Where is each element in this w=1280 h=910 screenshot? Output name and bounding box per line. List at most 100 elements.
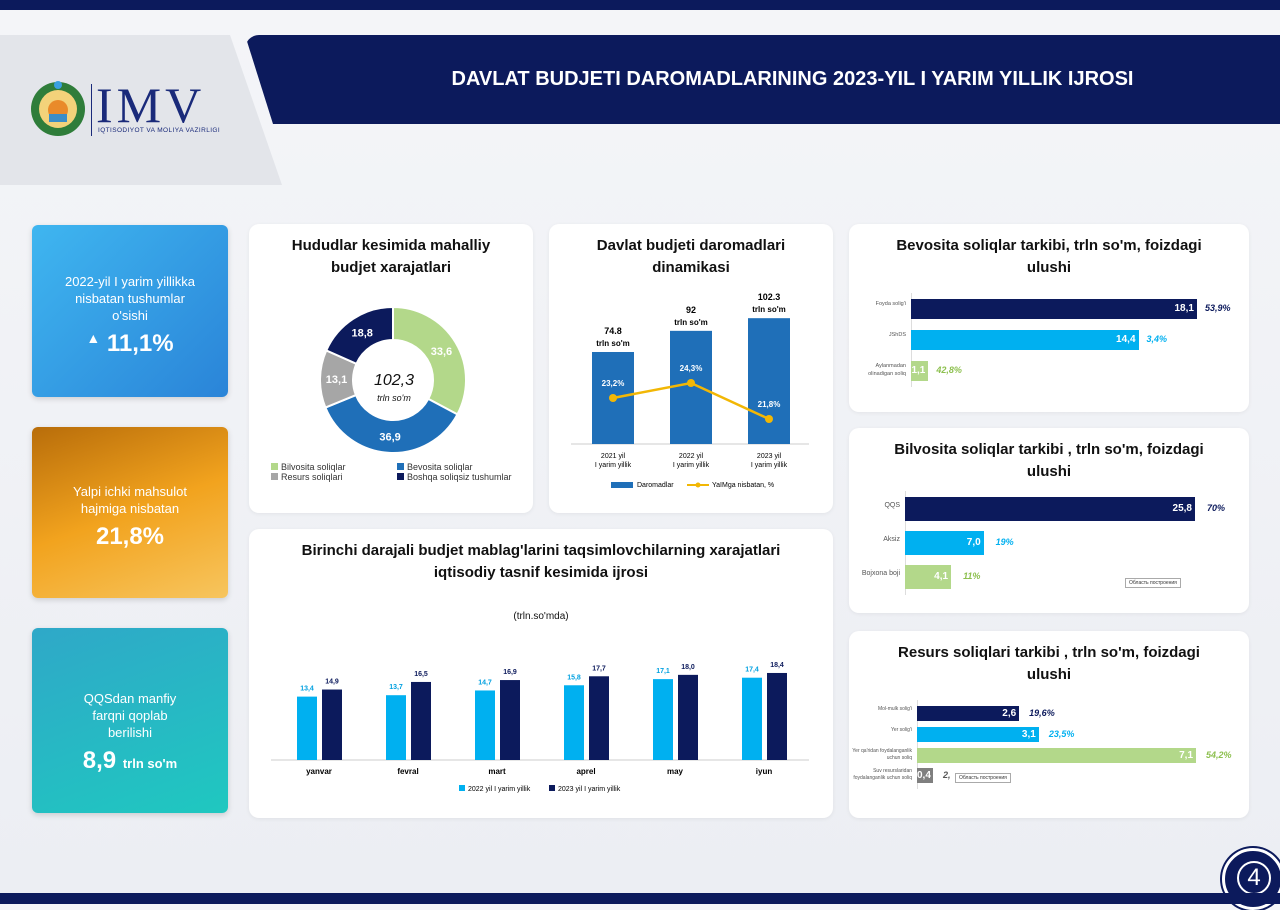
kpi-label: Yalpi ichki mahsulot hajmiga nisbatan [73, 484, 187, 516]
bar: 18,1 [911, 299, 1197, 319]
row-label: Foyda solig'i [875, 301, 906, 307]
percent-label: 2, [943, 769, 951, 780]
chart-title: Birinchi darajali budjet mablag'larini t… [301, 542, 781, 581]
ratio-point [687, 379, 695, 387]
legend-swatch [549, 785, 555, 791]
chart-title: Davlat budjeti daromadlari dinamikasi [596, 237, 786, 276]
x-tick-label: aprel [576, 767, 595, 776]
kpi-label: QQSdan manfiy farqni qoplab berilishi [83, 691, 177, 740]
monthly-chart: 13,4 14,9 yanvar 13,7 16,5 fevral 14,7 16,9 mart… [271, 662, 809, 793]
resource-tax-card: Resurs soliqlari tarkibi , trln so'm, fo… [849, 631, 1249, 818]
legend-swatch [459, 785, 465, 791]
bar-value-label: 17,1 [656, 668, 670, 675]
x-tick-label: fevral [397, 767, 418, 776]
percent-label: 53,9% [1204, 303, 1231, 313]
legend-item: Resurs soliqlari [271, 472, 343, 482]
kpi-card-gdp: Yalpi ichki mahsulot hajmiga nisbatan 21… [32, 427, 228, 598]
row-label: Aksiz [883, 536, 900, 543]
donut-slice [324, 393, 459, 454]
legend-swatch [271, 463, 278, 470]
bar: 14,4 [911, 330, 1139, 350]
row-label: Yer solig'i [890, 726, 912, 733]
bar-value-label: 16,5 [414, 671, 428, 678]
legend-item: Bilvosita soliqlar [271, 462, 346, 472]
x-tick-label: iyun [756, 767, 773, 776]
bar: 4,1 [905, 565, 952, 589]
donut-center-unit: trln so'm [377, 393, 411, 403]
month-bar [500, 680, 520, 760]
donut-chart: 33,6 36,9 13,1 18,8 [319, 305, 467, 454]
bar-value-label: 16,9 [503, 669, 517, 676]
legend-swatch [611, 482, 633, 488]
legend-label: Resurs soliqlari [281, 472, 343, 482]
row-label: Suv resurslaridan foydalanganlik uchun s… [853, 767, 912, 781]
legend-swatch [397, 463, 404, 470]
month-bar [411, 681, 431, 760]
bar: 3,1 [917, 727, 1039, 742]
percent-label: 3,4% [1146, 334, 1168, 344]
row-label: Mol-mulk solig'i [877, 705, 912, 712]
slice-label: 33,6 [431, 346, 452, 358]
logo-text: IMV [96, 77, 206, 133]
bar-value-label: 15,8 [567, 674, 581, 681]
donut-slice [392, 305, 467, 416]
legend-item: Boshqa soliqsiz tushumlar [397, 472, 512, 482]
revenue-bar [748, 318, 790, 444]
chart-tooltip: Область построения [1125, 578, 1181, 588]
bar-value-label: 18,4 [770, 662, 784, 669]
row-label: JShDS [888, 332, 906, 338]
x-tick-label: I yarim yillik [673, 462, 710, 469]
legend-label: 2022 yil I yarim yillik [468, 786, 531, 793]
donut-slice [324, 305, 394, 366]
direct-tax-card: Bevosita soliqlar tarkibi, trln so'm, fo… [849, 224, 1249, 412]
row-label: QQS [884, 502, 900, 509]
revenue-chart: 74.8 trln so'm 2021 yil I yarim yillik 92 trl… [571, 292, 809, 489]
bar-value-label: 17,4 [745, 667, 759, 674]
bar-value-label: 14,9 [325, 679, 339, 686]
donut-card: Hududlar kesimida mahalliy budjet xaraja… [249, 224, 533, 513]
legend-label: YaIMga nisbatan, % [712, 482, 774, 489]
month-bar [678, 674, 698, 760]
month-bar [475, 690, 495, 760]
legend-swatch [397, 473, 404, 480]
monthly-card: Birinchi darajali budjet mablag'larini t… [249, 529, 833, 818]
bar: 25,8 [905, 497, 1195, 521]
bar: 2,6 [917, 706, 1020, 721]
bar: 7,0 [905, 531, 984, 555]
row-label: Yer qa'ridan foydalanganlik uchun soliq [852, 747, 912, 761]
ratio-label: 23,2% [602, 379, 625, 388]
month-bar [297, 696, 317, 760]
ratio-point [609, 394, 617, 402]
header-banner: DAVLAT BUDJETI DAROMADLARINING 2023-YIL … [245, 35, 1280, 124]
percent-label: 11% [963, 571, 981, 581]
emblem-icon [31, 81, 85, 136]
indirect-tax-card: Bilvosita soliqlar tarkibi , trln so'm, … [849, 428, 1249, 613]
kpi-value: 8,9 [82, 747, 117, 774]
slice-label: 13,1 [326, 374, 347, 386]
bar-value-label: 17,7 [592, 665, 606, 672]
chart-title: Bilvosita soliqlar tarkibi , trln so'm, … [894, 441, 1204, 480]
bar-unit-label: trln so'm [674, 318, 707, 327]
legend-item: Bevosita soliqlar [397, 462, 473, 472]
percent-label: 54,2% [1206, 749, 1232, 760]
legend-label: Bilvosita soliqlar [281, 462, 346, 472]
revenue-card: Davlat budjeti daromadlari dinamikasi 74… [549, 224, 833, 513]
chart-title: Bevosita soliqlar tarkibi, trln so'm, fo… [896, 237, 1202, 276]
x-tick-label: I yarim yillik [595, 462, 632, 469]
kpi-value: 21,8% [95, 523, 165, 550]
month-bar [767, 672, 787, 760]
top-bar [0, 0, 1280, 10]
slice-label: 18,8 [351, 328, 372, 340]
bar-unit-label: trln so'm [596, 339, 629, 348]
bar-value-label: 102.3 [758, 292, 781, 302]
y-axis [917, 700, 918, 789]
ratio-label: 21,8% [758, 400, 781, 409]
chart-title: Hududlar kesimida mahalliy budjet xaraja… [291, 237, 491, 276]
legend-label: 2023 yil I yarim yillik [558, 786, 621, 793]
kpi-value: 11,1% [106, 330, 174, 357]
bar-value-label: 18,0 [681, 664, 695, 671]
revenue-bar [670, 330, 712, 444]
legend-label: Bevosita soliqlar [407, 462, 473, 472]
month-bar [386, 695, 406, 760]
bar-value-label: 13,7 [389, 684, 403, 691]
